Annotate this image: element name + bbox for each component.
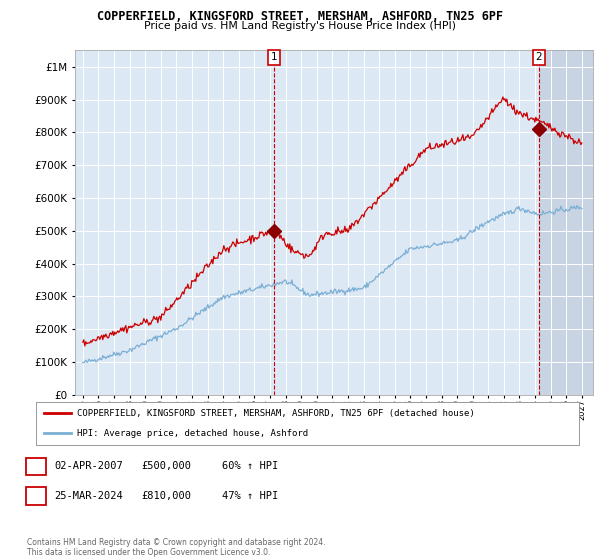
Text: 25-MAR-2024: 25-MAR-2024 xyxy=(54,491,123,501)
Text: COPPERFIELD, KINGSFORD STREET, MERSHAM, ASHFORD, TN25 6PF: COPPERFIELD, KINGSFORD STREET, MERSHAM, … xyxy=(97,10,503,22)
Text: COPPERFIELD, KINGSFORD STREET, MERSHAM, ASHFORD, TN25 6PF (detached house): COPPERFIELD, KINGSFORD STREET, MERSHAM, … xyxy=(77,409,475,418)
Text: 1: 1 xyxy=(271,52,277,62)
Text: 2: 2 xyxy=(33,491,39,501)
Text: HPI: Average price, detached house, Ashford: HPI: Average price, detached house, Ashf… xyxy=(77,429,308,438)
Text: £500,000: £500,000 xyxy=(141,461,191,472)
Text: Contains HM Land Registry data © Crown copyright and database right 2024.
This d: Contains HM Land Registry data © Crown c… xyxy=(27,538,325,557)
Bar xyxy=(539,50,593,395)
Text: 1: 1 xyxy=(33,461,39,472)
Text: £810,000: £810,000 xyxy=(141,491,191,501)
Text: 2: 2 xyxy=(535,52,542,62)
Text: 47% ↑ HPI: 47% ↑ HPI xyxy=(222,491,278,501)
Text: 60% ↑ HPI: 60% ↑ HPI xyxy=(222,461,278,472)
Text: 02-APR-2007: 02-APR-2007 xyxy=(54,461,123,472)
Text: Price paid vs. HM Land Registry's House Price Index (HPI): Price paid vs. HM Land Registry's House … xyxy=(144,21,456,31)
